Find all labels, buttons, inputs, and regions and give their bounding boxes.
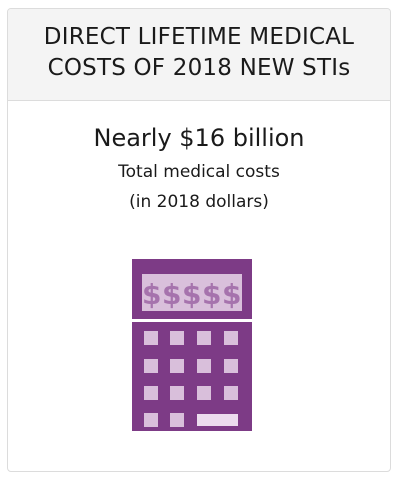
- card-title: DIRECT LIFETIME MEDICAL COSTS OF 2018 NE…: [8, 22, 390, 84]
- cost-subtitle-line1: Total medical costs: [118, 162, 280, 182]
- calculator-display-text: $$$$$: [142, 278, 242, 311]
- card-header: DIRECT LIFETIME MEDICAL COSTS OF 2018 NE…: [8, 9, 390, 101]
- card-title-line1: DIRECT LIFETIME MEDICAL: [43, 24, 355, 50]
- card-body: Nearly $16 billion Total medical costs (…: [8, 101, 390, 217]
- cost-subtitle-line2: (in 2018 dollars): [129, 192, 269, 212]
- stat-card: DIRECT LIFETIME MEDICAL COSTS OF 2018 NE…: [7, 8, 391, 472]
- calculator-icon: $$$$$: [132, 259, 252, 431]
- card-title-line2: COSTS OF 2018 NEW STIs: [47, 55, 351, 81]
- cost-headline: Nearly $16 billion: [93, 124, 305, 152]
